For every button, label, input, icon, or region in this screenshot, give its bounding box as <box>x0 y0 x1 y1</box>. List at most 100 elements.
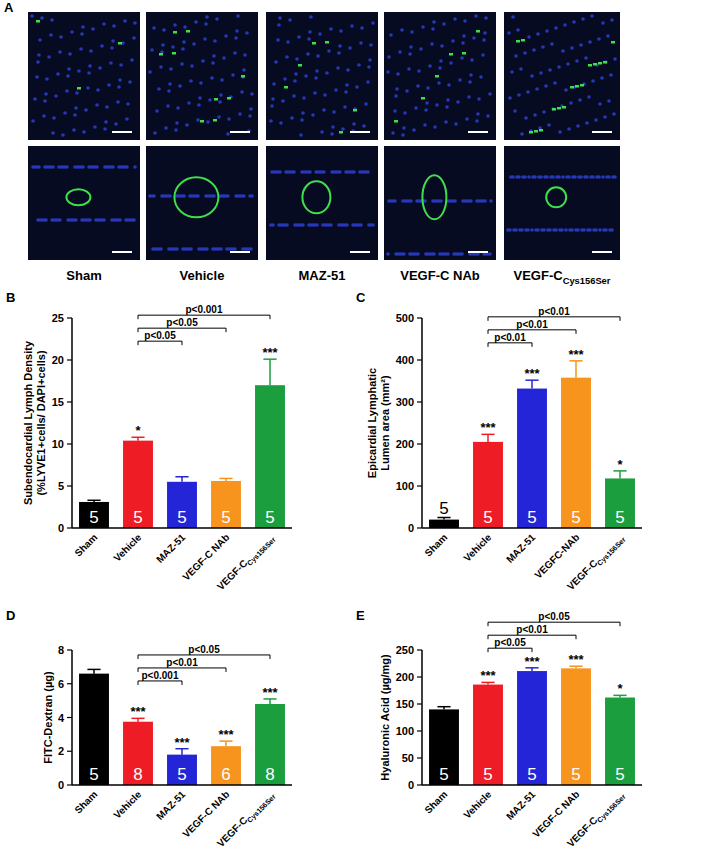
lyve1-signal <box>118 42 122 45</box>
nucleus <box>560 228 564 232</box>
nucleus <box>479 75 483 79</box>
nucleus <box>409 45 413 49</box>
significance: * <box>617 457 623 472</box>
error-bar <box>569 361 582 378</box>
n-label: 5 <box>133 508 142 527</box>
nucleus <box>449 61 453 65</box>
bar <box>561 378 591 528</box>
nucleus <box>277 23 281 27</box>
x-tick-label: VEGFC-NAb <box>532 532 581 581</box>
nucleus <box>30 14 34 18</box>
nucleus <box>394 252 398 256</box>
nucleus <box>159 65 163 69</box>
y-tick-label: 8 <box>58 644 64 656</box>
nucleus <box>65 89 69 93</box>
nucleus <box>309 15 313 19</box>
nucleus <box>400 28 404 32</box>
nucleus <box>588 228 592 232</box>
nucleus <box>470 58 474 62</box>
nucleus <box>192 42 196 46</box>
nucleus <box>475 199 479 203</box>
nucleus <box>300 170 304 174</box>
nucleus <box>371 21 375 25</box>
bracket-line <box>138 668 226 672</box>
nucleus <box>33 97 37 101</box>
nucleus <box>100 44 104 48</box>
significance: *** <box>524 654 540 669</box>
nucleus <box>321 223 325 227</box>
nucleus <box>401 199 405 203</box>
nucleus <box>573 175 577 179</box>
lymphatic-vessel <box>422 175 446 219</box>
y-tick <box>67 317 72 318</box>
nucleus <box>389 33 393 37</box>
nucleus <box>152 26 156 30</box>
lyve1-signal <box>562 106 566 109</box>
lyve1-signal <box>353 109 357 112</box>
x-tick-label: VEGF-CCys156Ser <box>565 532 628 595</box>
nucleus <box>174 128 178 132</box>
bracket-line <box>488 317 620 321</box>
chart: D58***5***6***8***p<0.001p<0.01p<0.05024… <box>6 608 292 851</box>
p-value: p<0.05 <box>144 330 176 341</box>
p-value: p<0.001 <box>142 670 179 681</box>
p-value: p<0.05 <box>188 644 220 655</box>
n-label: 5 <box>615 508 624 527</box>
nucleus <box>548 228 552 232</box>
nucleus <box>226 132 230 136</box>
lymphatic-vessel <box>174 177 218 217</box>
nucleus <box>37 53 41 57</box>
nucleus <box>188 194 192 198</box>
micrograph <box>504 146 620 260</box>
bar <box>211 746 241 785</box>
nucleus <box>73 113 77 117</box>
nucleus <box>423 123 427 127</box>
nucleus <box>293 223 297 227</box>
nucleus <box>44 92 48 96</box>
nucleus <box>181 47 185 51</box>
nucleus <box>75 91 79 95</box>
nucleus <box>551 175 555 179</box>
y-tick <box>67 527 72 528</box>
y-tick-label: 4 <box>58 712 65 724</box>
nucleus <box>456 100 460 104</box>
lyve1-signal <box>435 75 439 78</box>
y-tick-label: 15 <box>52 396 64 408</box>
nucleus <box>563 23 567 27</box>
x-tick-label: Vehicle <box>111 788 143 820</box>
nucleus <box>530 228 534 232</box>
error-bar <box>481 434 494 442</box>
y-tick-label: 200 <box>396 438 414 450</box>
nucleus <box>45 77 49 81</box>
nucleus <box>72 128 76 132</box>
significance: *** <box>218 727 234 742</box>
nucleus <box>130 58 134 62</box>
image-bg <box>28 12 140 140</box>
nucleus <box>157 87 161 91</box>
lyve1-signal <box>462 52 466 55</box>
nucleus <box>271 97 275 101</box>
y-tick <box>67 683 72 684</box>
lymphatic-vessel <box>546 187 566 207</box>
lyve1-signal <box>449 53 453 56</box>
p-value: p<0.01 <box>516 624 548 635</box>
lyve1-signal <box>534 130 538 133</box>
y-tick <box>67 751 72 752</box>
lyve1-signal <box>570 86 574 89</box>
nucleus <box>31 119 35 123</box>
nucleus <box>554 26 558 30</box>
nucleus <box>463 19 467 23</box>
nucleus <box>334 88 338 92</box>
nucleus <box>344 90 348 94</box>
nucleus <box>160 194 164 198</box>
nucleus <box>533 175 537 179</box>
nucleus <box>598 228 602 232</box>
nucleus <box>54 94 58 98</box>
nucleus <box>393 109 397 113</box>
bar <box>167 755 197 785</box>
nucleus <box>440 44 444 48</box>
nucleus <box>107 83 111 87</box>
nucleus <box>31 165 35 169</box>
nucleus <box>111 39 115 43</box>
nucleus <box>42 114 46 118</box>
